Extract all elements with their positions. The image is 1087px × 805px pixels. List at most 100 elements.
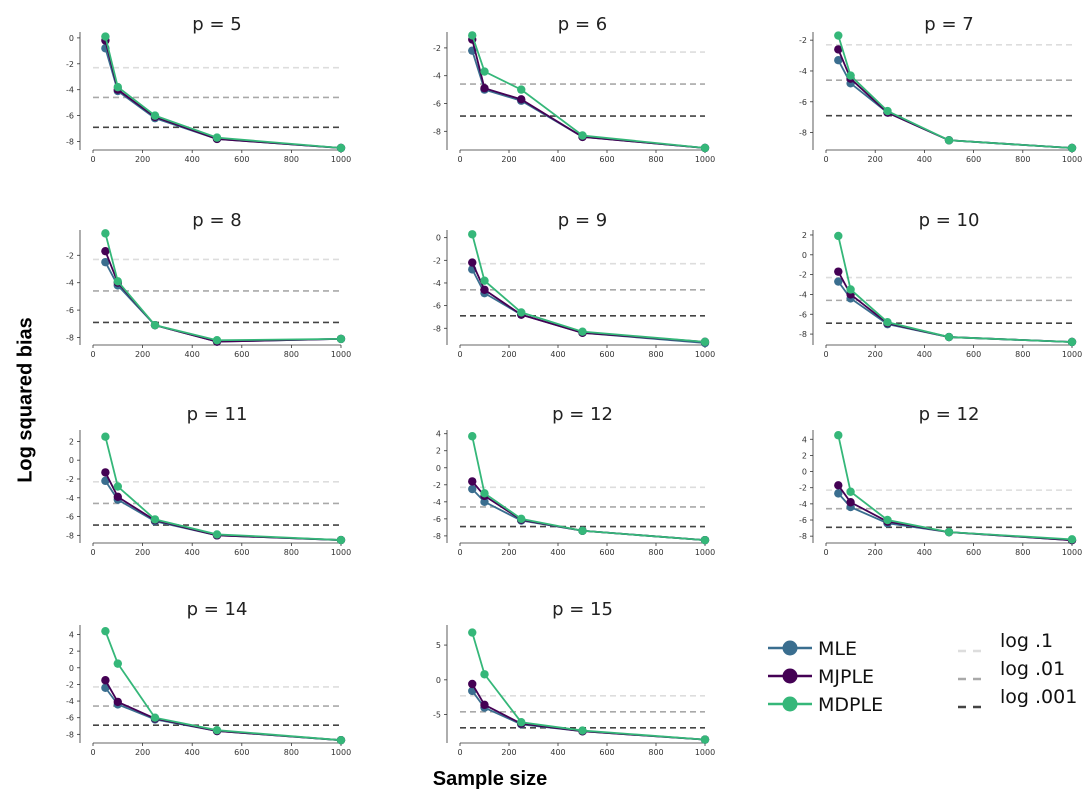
x-tick-label: 800 xyxy=(648,548,663,557)
data-point xyxy=(101,32,110,41)
chart-panel: p = 10 0 200 400 600 800 1000 2 0 -2 -4 -6 -8 xyxy=(799,210,1082,359)
y-axis-label: Log squared bias xyxy=(14,317,37,483)
panel-title: p = 15 xyxy=(552,599,613,620)
data-point xyxy=(578,327,587,336)
x-tick-label: 600 xyxy=(599,155,614,164)
data-point xyxy=(883,317,892,327)
panel-title: p = 5 xyxy=(192,14,241,35)
y-tick-label: -2 xyxy=(66,680,74,689)
x-tick-label: 200 xyxy=(868,155,883,164)
y-tick-label: -4 xyxy=(799,67,807,76)
y-tick-label: 0 xyxy=(436,234,441,243)
y-tick-label: -2 xyxy=(66,60,74,69)
x-tick-label: 200 xyxy=(501,748,516,757)
y-tick-label: -8 xyxy=(66,334,74,343)
y-tick-label: -2 xyxy=(799,36,807,45)
y-axis-label-container: Log squared bias xyxy=(6,300,46,500)
data-point xyxy=(517,85,526,94)
data-point xyxy=(480,276,489,285)
data-point xyxy=(150,515,160,524)
x-tick-label: 1000 xyxy=(1062,548,1082,557)
x-tick-label: 400 xyxy=(185,548,200,557)
data-point xyxy=(480,670,489,679)
data-point xyxy=(468,679,477,689)
series-line xyxy=(471,234,706,343)
data-point xyxy=(834,45,843,54)
data-point xyxy=(944,332,954,342)
x-tick-label: 400 xyxy=(917,548,932,557)
data-point xyxy=(212,530,222,539)
data-point xyxy=(834,489,843,498)
data-point xyxy=(480,497,489,507)
series-line xyxy=(104,36,342,149)
x-tick-label: 1000 xyxy=(1062,350,1082,359)
y-tick-label: -2 xyxy=(799,484,807,493)
x-tick-label: 0 xyxy=(457,350,462,359)
x-tick-label: 1000 xyxy=(331,350,351,359)
data-point xyxy=(101,229,110,238)
y-tick-label: -4 xyxy=(433,279,441,288)
y-tick-label: 0 xyxy=(436,464,441,473)
x-tick-label: 800 xyxy=(1015,155,1030,164)
data-point xyxy=(846,498,855,507)
x-tick-label: 0 xyxy=(457,748,462,757)
series-line xyxy=(837,435,1073,541)
data-point xyxy=(468,432,477,441)
data-point xyxy=(480,700,489,710)
chart-panel: p = 9 0 200 400 600 800 1000 0 -2 -4 -6 -8 xyxy=(433,210,715,359)
y-tick-label: 2 xyxy=(802,451,807,460)
series-line xyxy=(471,436,706,542)
series-line xyxy=(471,262,706,343)
panel-title: p = 12 xyxy=(552,404,613,425)
y-tick-label: -2 xyxy=(66,475,74,484)
y-tick-label: -6 xyxy=(66,112,74,121)
data-point xyxy=(468,31,477,40)
x-tick-label: 800 xyxy=(284,155,299,164)
data-point xyxy=(113,697,123,707)
data-point xyxy=(150,713,160,722)
x-tick-label: 800 xyxy=(648,350,663,359)
y-tick-label: -8 xyxy=(66,138,74,147)
chart-panel: p = 12 0 200 400 600 800 1000 4 2 0 -2 -4 -6 -8 xyxy=(433,404,715,557)
y-tick-label: -8 xyxy=(66,531,74,540)
data-point xyxy=(700,143,710,153)
data-point xyxy=(517,95,526,104)
y-tick-label: 0 xyxy=(69,664,74,673)
y-tick-label: -6 xyxy=(799,98,807,107)
panel-title: p = 10 xyxy=(919,210,980,231)
x-tick-label: 600 xyxy=(234,748,249,757)
y-tick-label: 4 xyxy=(802,435,807,444)
data-point xyxy=(480,285,489,294)
x-tick-label: 200 xyxy=(135,155,150,164)
x-tick-label: 400 xyxy=(185,350,200,359)
series-line xyxy=(837,271,1073,343)
series-line xyxy=(104,250,342,343)
chart-panel: p = 6 0 200 400 600 800 1000 -2 -4 -6 -8 xyxy=(433,14,715,164)
y-tick-label: -8 xyxy=(799,532,807,541)
x-tick-label: 0 xyxy=(457,548,462,557)
data-point xyxy=(834,481,843,490)
y-tick-label: 0 xyxy=(69,34,74,43)
data-point xyxy=(101,246,110,256)
data-point xyxy=(101,626,110,636)
data-point xyxy=(846,71,855,80)
data-point xyxy=(846,285,855,294)
data-point xyxy=(834,277,843,286)
panel-title: p = 12 xyxy=(919,404,980,425)
y-tick-label: -4 xyxy=(433,498,441,507)
chart-panel: p = 11 0 200 400 600 800 1000 2 0 -2 -4 -6 -8 xyxy=(66,404,351,557)
y-tick-label: -6 xyxy=(66,306,74,315)
legend: MLE MJPLE MDPLE log .1 log .01 log .001 xyxy=(768,630,1077,716)
panel-title: p = 6 xyxy=(558,14,607,35)
x-tick-label: 600 xyxy=(966,350,981,359)
data-point xyxy=(113,659,123,668)
y-tick-label: 0 xyxy=(436,676,441,685)
data-point xyxy=(944,527,954,537)
x-axis-label: Sample size xyxy=(432,768,548,790)
data-point xyxy=(517,514,526,524)
legend-label: log .1 xyxy=(1000,630,1053,652)
data-point xyxy=(1067,337,1077,347)
x-tick-label: 200 xyxy=(501,350,516,359)
x-tick-label: 0 xyxy=(90,350,95,359)
